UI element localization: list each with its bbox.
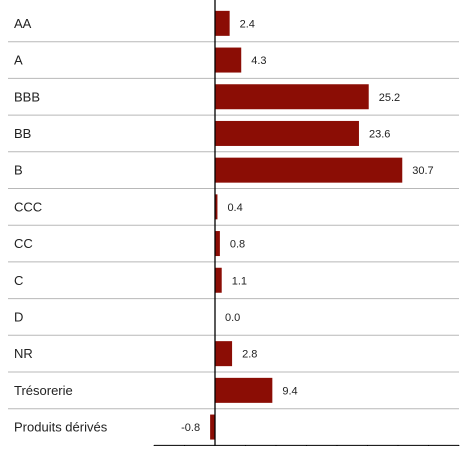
bar <box>215 267 222 293</box>
value-label: 23.6 <box>369 128 390 140</box>
category-label: CCC <box>14 199 42 214</box>
x-axis: -10-50510152025303540 <box>153 0 460 450</box>
bar <box>210 414 215 440</box>
bar <box>215 47 242 73</box>
value-label: 1.1 <box>232 275 247 287</box>
bars-group <box>210 10 403 440</box>
value-label: 0.4 <box>227 202 242 214</box>
bar <box>215 120 359 146</box>
category-label: A <box>14 53 23 68</box>
value-label: 25.2 <box>379 92 400 104</box>
category-label: B <box>14 163 23 178</box>
bar <box>215 377 273 403</box>
category-label: Produits dérivés <box>14 420 108 435</box>
bar <box>215 231 220 257</box>
bar <box>215 157 403 183</box>
bar <box>215 194 218 220</box>
bar <box>215 341 233 367</box>
category-label: CC <box>14 236 33 251</box>
category-label: AA <box>14 16 32 31</box>
value-labels-group: 2.4 4.3 25.2 23.6 30.7 0.4 0.8 1.1 0.0 2.8 9.4 -0.8 <box>181 18 434 434</box>
value-label: 2.4 <box>240 18 255 30</box>
category-label: BBB <box>14 89 40 104</box>
row-separators <box>8 41 459 410</box>
category-label: BB <box>14 126 31 141</box>
category-label: D <box>14 309 23 324</box>
bar <box>215 84 369 110</box>
value-label: -0.8 <box>181 422 200 434</box>
value-label: 2.8 <box>242 349 257 361</box>
value-label: 0.8 <box>230 239 245 251</box>
value-label: 30.7 <box>412 165 433 177</box>
value-label: 9.4 <box>282 385 297 397</box>
value-label: 0.0 <box>225 312 240 324</box>
category-label: C <box>14 273 23 288</box>
bar <box>215 10 230 36</box>
category-label: NR <box>14 346 33 361</box>
category-label: Trésorerie <box>14 383 73 398</box>
value-label: 4.3 <box>251 55 266 67</box>
